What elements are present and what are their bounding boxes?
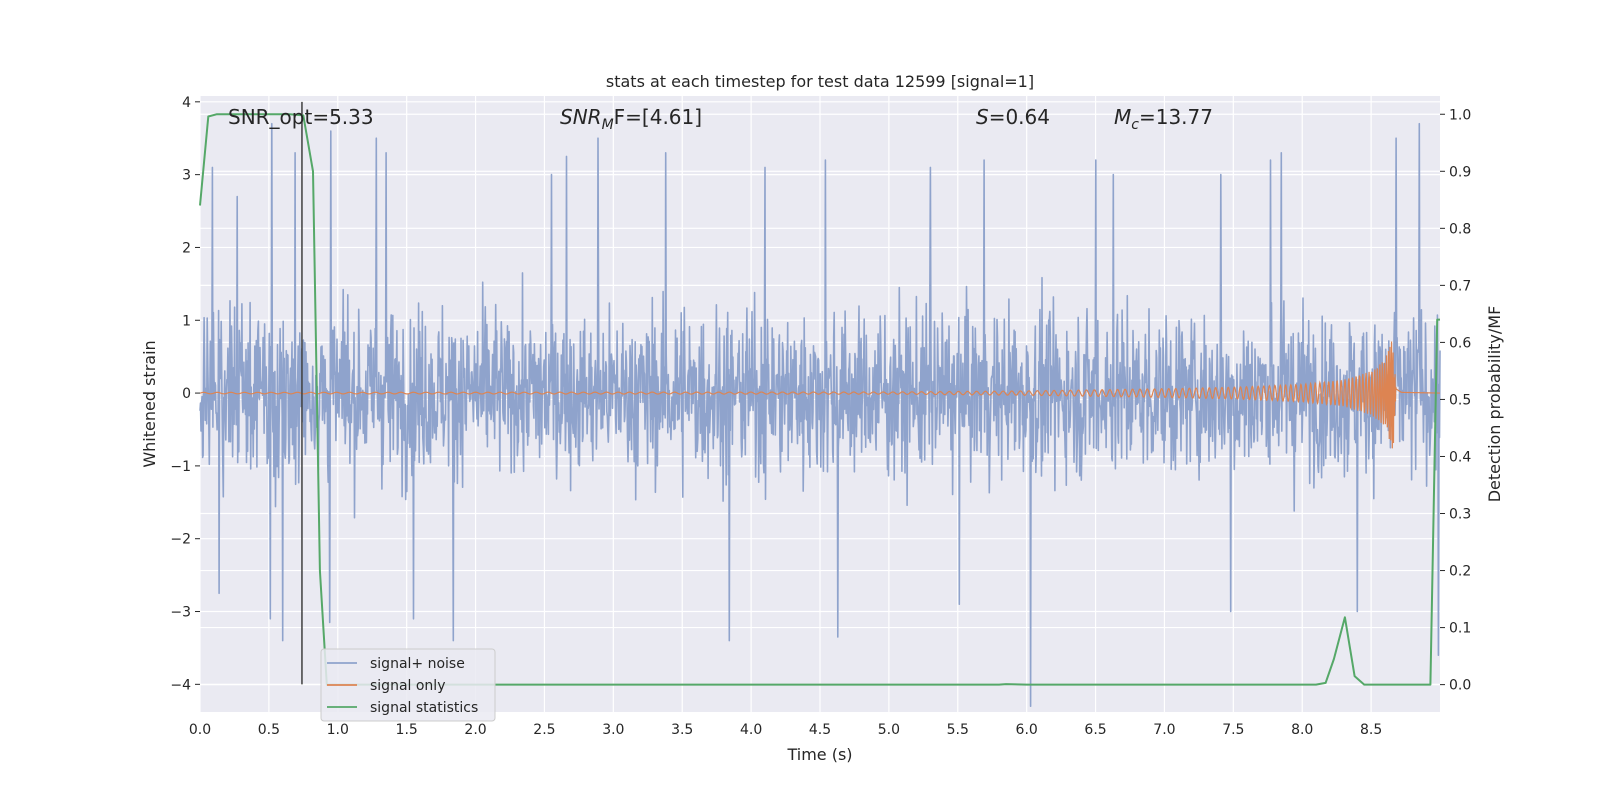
right-y-tick-label: 0.4 — [1449, 449, 1471, 465]
legend: signal+ noise signal only signal statist… — [320, 648, 496, 722]
y-tick-label: −2 — [170, 532, 191, 548]
snr-mf-base: SNR — [560, 105, 602, 129]
right-y-tick-label: 0.3 — [1449, 507, 1471, 523]
signal-only-series — [199, 341, 1441, 449]
y-axis-label: Whitened strain — [140, 340, 159, 467]
s-annotation: S=0.64 — [976, 105, 1050, 129]
x-tick-label: 4.0 — [740, 722, 762, 738]
chart-title: stats at each timestep for test data 125… — [606, 72, 1034, 91]
x-tick-label: 5.5 — [947, 722, 969, 738]
x-tick-label: 6.0 — [1016, 722, 1038, 738]
y-tick-label: −3 — [170, 605, 191, 621]
x-axis-label: Time (s) — [786, 745, 852, 764]
mc-annotation: Mc=13.77 — [1114, 105, 1213, 133]
x-tick-label: 0.5 — [258, 722, 280, 738]
x-tick-label: 8.5 — [1360, 722, 1382, 738]
right-y-tick-labels: 1.0 0.9 0.8 0.7 0.6 0.5 0.4 0.3 0.2 0.1 0.0 — [1440, 107, 1471, 694]
x-tick-label: 2.0 — [464, 722, 486, 738]
y-tick-label: 0 — [182, 386, 191, 402]
x-tick-label: 0.0 — [189, 722, 211, 738]
snr-mf-value: F=[4.61] — [614, 105, 702, 129]
mc-value: =13.77 — [1139, 105, 1213, 129]
y-tick-label: 3 — [182, 168, 191, 184]
legend-label-signal-only: signal only — [370, 678, 445, 694]
y-tick-label: 4 — [182, 95, 191, 111]
mc-subscript: c — [1131, 117, 1139, 133]
right-y-tick-label: 0.2 — [1449, 564, 1471, 580]
legend-label-signal-statistics: signal statistics — [370, 700, 478, 716]
s-value: =0.64 — [989, 105, 1050, 129]
x-tick-label: 1.5 — [396, 722, 418, 738]
x-tick-label: 7.0 — [1153, 722, 1175, 738]
x-tick-label: 6.5 — [1084, 722, 1106, 738]
y-tick-label: −1 — [170, 459, 191, 475]
snr-mf-subscript: M — [602, 117, 614, 133]
signal-only-line — [199, 341, 1441, 449]
x-tick-labels: 0.0 0.5 1.0 1.5 2.0 2.5 3.0 3.5 4.0 4.5 5.0 5.5 6.0 6… — [189, 722, 1382, 738]
right-y-tick-label: 0.6 — [1449, 335, 1471, 351]
y-tick-label: 1 — [182, 313, 191, 329]
y-tick-labels: 4 3 2 1 0 −1 −2 −3 −4 — [170, 95, 200, 693]
x-tick-label: 3.5 — [671, 722, 693, 738]
snr-mf-annotation: SNRMF=[4.61] — [560, 105, 702, 133]
right-y-tick-label: 0.1 — [1449, 621, 1471, 637]
y-tick-label: 2 — [182, 240, 191, 256]
x-tick-label: 8.0 — [1291, 722, 1313, 738]
legend-box — [320, 648, 496, 722]
right-y-tick-label: 0.0 — [1449, 678, 1471, 694]
x-tick-label: 2.5 — [533, 722, 555, 738]
legend-label-signal-noise: signal+ noise — [370, 656, 465, 672]
x-tick-label: 4.5 — [809, 722, 831, 738]
x-tick-label: 7.5 — [1222, 722, 1244, 738]
x-tick-label: 5.0 — [878, 722, 900, 738]
signal-statistics-line — [199, 113, 1440, 686]
right-y-tick-label: 0.7 — [1449, 278, 1471, 294]
x-tick-label: 3.0 — [602, 722, 624, 738]
right-y-tick-label: 1.0 — [1449, 107, 1471, 123]
y-tick-label: −4 — [170, 677, 191, 693]
right-y-tick-label: 0.8 — [1449, 221, 1471, 237]
right-y-tick-label: 0.9 — [1449, 164, 1471, 180]
x-tick-label: 1.0 — [327, 722, 349, 738]
signal-statistics-series — [199, 113, 1440, 686]
right-y-axis-label: Detection probability/MF — [1485, 306, 1504, 503]
snr-opt-annotation: SNR_opt=5.33 — [228, 105, 374, 129]
mc-base: M — [1114, 105, 1131, 129]
s-label: S — [976, 105, 989, 129]
right-y-tick-label: 0.5 — [1449, 392, 1471, 408]
